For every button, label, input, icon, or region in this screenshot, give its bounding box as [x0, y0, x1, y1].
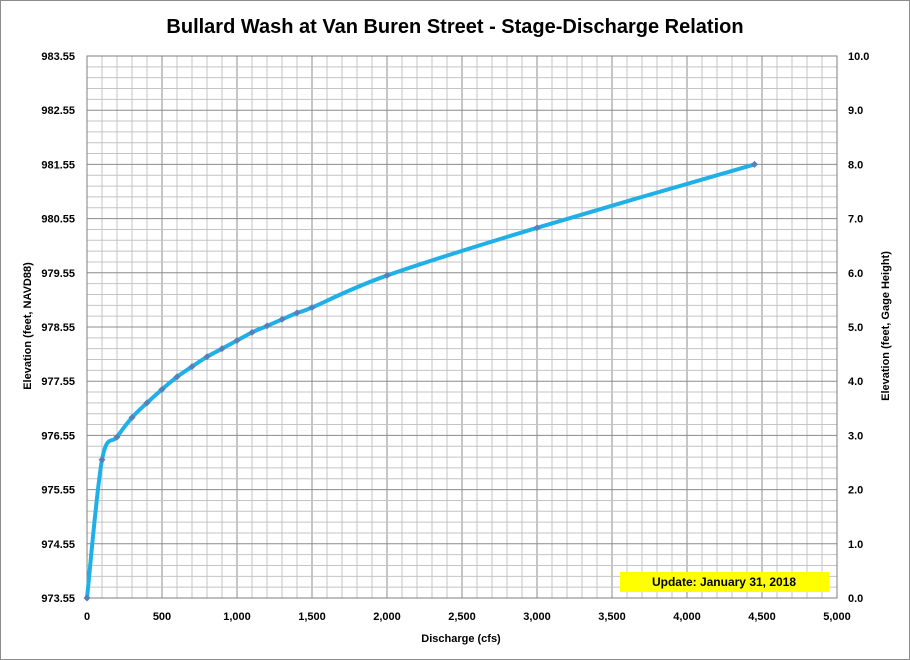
y-left-tick-label: 982.55	[41, 105, 75, 117]
data-point-marker	[278, 315, 286, 323]
x-tick-label: 0	[84, 611, 90, 623]
data-point-marker	[218, 345, 226, 353]
y-right-tick-label: 0.0	[848, 593, 863, 605]
grid	[86, 55, 838, 599]
y-left-tick-label: 977.55	[41, 376, 75, 388]
y-right-tick-labels: 0.0 1.0 2.0 3.0 4.0 5.0 6.0 7.0 8.0 9.0 10.0	[848, 51, 869, 605]
y-right-axis-title: Elevation (feet, Gage Height)	[880, 251, 892, 401]
data-point-marker	[293, 309, 301, 317]
data-point-marker	[113, 433, 121, 441]
x-tick-label: 3,500	[598, 611, 626, 623]
data-point-marker	[158, 385, 166, 393]
y-left-tick-labels: 973.55 974.55 975.55 976.55 977.55 978.55 979.…	[41, 51, 75, 605]
data-point-marker	[83, 594, 91, 602]
data-point-marker	[98, 456, 106, 464]
x-tick-label: 5,000	[823, 611, 851, 623]
data-point-marker	[173, 373, 181, 381]
y-right-tick-label: 9.0	[848, 105, 863, 117]
update-badge: Update: January 31, 2018	[620, 572, 829, 592]
y-left-tick-label: 983.55	[41, 51, 75, 63]
x-axis-title: Discharge (cfs)	[421, 633, 501, 645]
y-left-tick-label: 978.55	[41, 322, 75, 334]
y-left-axis-title: Elevation (feet, NAVD88)	[22, 262, 34, 390]
series	[83, 160, 758, 602]
y-right-tick-label: 5.0	[848, 322, 863, 334]
x-tick-labels: 0 500 1,000 1,500 2,000 2,500 3,000 3,500 4,000 4…	[84, 611, 851, 623]
data-point-marker	[751, 160, 758, 168]
x-tick-label: 2,000	[373, 611, 401, 623]
y-left-tick-label: 980.55	[41, 214, 75, 226]
x-tick-label: 500	[153, 611, 171, 623]
y-left-tick-label: 974.55	[41, 539, 75, 551]
update-badge-text: Update: January 31, 2018	[652, 575, 796, 589]
y-right-tick-label: 8.0	[848, 159, 863, 171]
chart-title: Bullard Wash at Van Buren Street - Stage…	[166, 16, 743, 38]
x-tick-label: 4,500	[748, 611, 776, 623]
data-point-marker	[128, 414, 136, 422]
data-point-marker	[263, 322, 271, 330]
data-point-marker	[188, 363, 196, 371]
data-point-marker	[248, 328, 256, 336]
y-right-tick-label: 10.0	[848, 51, 869, 63]
plot-area-border	[86, 55, 838, 599]
y-right-tick-label: 1.0	[848, 539, 863, 551]
update-badge-background	[620, 572, 829, 592]
y-right-tick-label: 4.0	[848, 376, 863, 388]
y-left-tick-label: 975.55	[41, 485, 75, 497]
x-tick-label: 2,500	[448, 611, 476, 623]
y-right-tick-label: 3.0	[848, 430, 863, 442]
data-point-marker	[143, 399, 151, 407]
y-right-tick-label: 7.0	[848, 214, 863, 226]
x-tick-label: 3,000	[523, 611, 551, 623]
y-left-tick-label: 973.55	[41, 593, 75, 605]
data-point-marker	[533, 224, 541, 232]
x-tick-label: 1,000	[223, 611, 251, 623]
data-point-marker	[383, 272, 391, 280]
data-point-marker	[233, 337, 241, 345]
data-point-marker	[308, 303, 316, 311]
data-point-marker	[203, 353, 211, 361]
y-right-tick-label: 2.0	[848, 485, 863, 497]
y-right-tick-label: 6.0	[848, 268, 863, 280]
x-tick-label: 4,000	[673, 611, 701, 623]
y-left-tick-label: 976.55	[41, 430, 75, 442]
y-left-tick-label: 979.55	[41, 268, 75, 280]
y-left-tick-label: 981.55	[41, 159, 75, 171]
x-tick-label: 1,500	[298, 611, 326, 623]
